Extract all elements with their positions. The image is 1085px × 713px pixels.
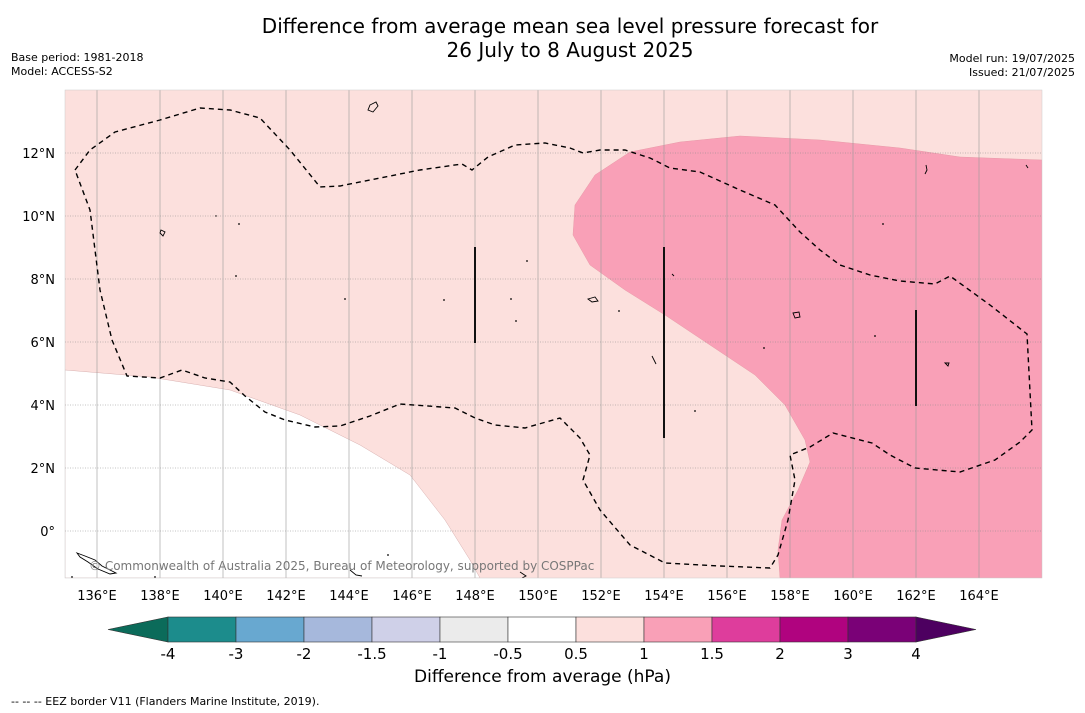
colorbar-over-arrow	[915, 616, 977, 643]
lon-label: 160°E	[833, 589, 873, 604]
lat-label: 4°N	[31, 399, 56, 414]
lon-label: 150°E	[518, 589, 558, 604]
model-run-text: Model run: 19/07/2025	[949, 52, 1075, 65]
footer-note: -- -- -- EEZ border V11 (Flanders Marine…	[11, 695, 320, 708]
pink-anomaly-region	[572, 135, 1042, 578]
lon-label: 144°E	[329, 589, 369, 604]
colorbar-swatch	[847, 616, 917, 643]
map-area	[65, 90, 1042, 578]
lon-label: 164°E	[959, 589, 999, 604]
lon-label: 156°E	[707, 589, 747, 604]
lon-label: 158°E	[770, 589, 810, 604]
colorbar-swatch	[167, 616, 237, 643]
white-neutral-region	[65, 369, 481, 578]
lon-label: 136°E	[77, 589, 117, 604]
colorbar-swatch	[303, 616, 373, 643]
lon-label: 138°E	[140, 589, 180, 604]
colorbar-tick-label: 1.5	[700, 645, 724, 663]
lat-label: 12°N	[22, 147, 55, 162]
lat-label: 6°N	[31, 336, 56, 351]
lat-label: 0°	[40, 525, 55, 540]
lon-label: 142°E	[266, 589, 306, 604]
base-period-text: Base period: 1981-2018	[11, 51, 144, 64]
colorbar-tick-label: 3	[843, 645, 853, 663]
colorbar-tick-label: -3	[229, 645, 244, 663]
copyright-text: © Commonwealth of Australia 2025, Bureau…	[89, 559, 594, 573]
colorbar-swatch	[439, 616, 509, 643]
lat-axis-labels: 12°N 10°N 8°N 6°N 4°N 2°N 0°	[22, 147, 55, 540]
title-line-2: 26 July to 8 August 2025	[446, 38, 694, 62]
colorbar-swatch	[643, 616, 713, 643]
lat-label: 8°N	[31, 273, 56, 288]
colorbar-swatch	[371, 616, 441, 643]
colorbar-tick-label: 0.5	[564, 645, 588, 663]
lon-label: 140°E	[203, 589, 243, 604]
lon-label: 162°E	[896, 589, 936, 604]
island-dots	[71, 215, 884, 578]
colorbar-tick-label: 1	[639, 645, 649, 663]
metadata-right: Model run: 19/07/2025 Issued: 21/07/2025	[949, 52, 1075, 80]
lon-label: 154°E	[644, 589, 684, 604]
page-title: Difference from average mean sea level p…	[0, 14, 1085, 62]
colorbar-tick-label: -1.5	[357, 645, 386, 663]
colorbar-swatch	[507, 616, 577, 643]
lon-label: 152°E	[581, 589, 621, 604]
colorbar: -4 -3 -2 -1.5 -1 -0.5 0.5 1 1.5 2 3 4	[107, 616, 977, 663]
colorbar-tick-label: 2	[775, 645, 785, 663]
map-frame	[64, 89, 1043, 579]
colorbar-under-arrow	[107, 616, 169, 643]
colorbar-swatch	[235, 616, 305, 643]
lon-label: 148°E	[455, 589, 495, 604]
islands	[75, 101, 1029, 578]
vertical-bars	[474, 247, 917, 438]
colorbar-title: Difference from average (hPa)	[414, 667, 671, 687]
metadata-left: Base period: 1981-2018 Model: ACCESS-S2	[11, 51, 143, 79]
issued-text: Issued: 21/07/2025	[968, 66, 1075, 79]
graticule	[65, 152, 1042, 532]
lon-label: 146°E	[392, 589, 432, 604]
lat-label: 2°N	[31, 462, 56, 477]
colorbar-tick-label: 4	[911, 645, 921, 663]
colorbar-tick-label: -0.5	[493, 645, 522, 663]
colorbar-tick-label: -2	[297, 645, 312, 663]
colorbar-swatch	[575, 616, 645, 643]
title-line-1: Difference from average mean sea level p…	[261, 14, 879, 38]
lat-label: 10°N	[22, 210, 55, 225]
colorbar-swatch	[779, 616, 849, 643]
colorbar-tick-label: -1	[433, 645, 448, 663]
colorbar-tick-label: -4	[161, 645, 176, 663]
model-text: Model: ACCESS-S2	[11, 65, 113, 78]
eez-border-west	[74, 107, 1033, 569]
colorbar-swatch	[711, 616, 781, 643]
meridians	[96, 90, 980, 578]
lon-axis-labels: 136°E 138°E 140°E 142°E 144°E 146°E 148°…	[77, 589, 999, 604]
